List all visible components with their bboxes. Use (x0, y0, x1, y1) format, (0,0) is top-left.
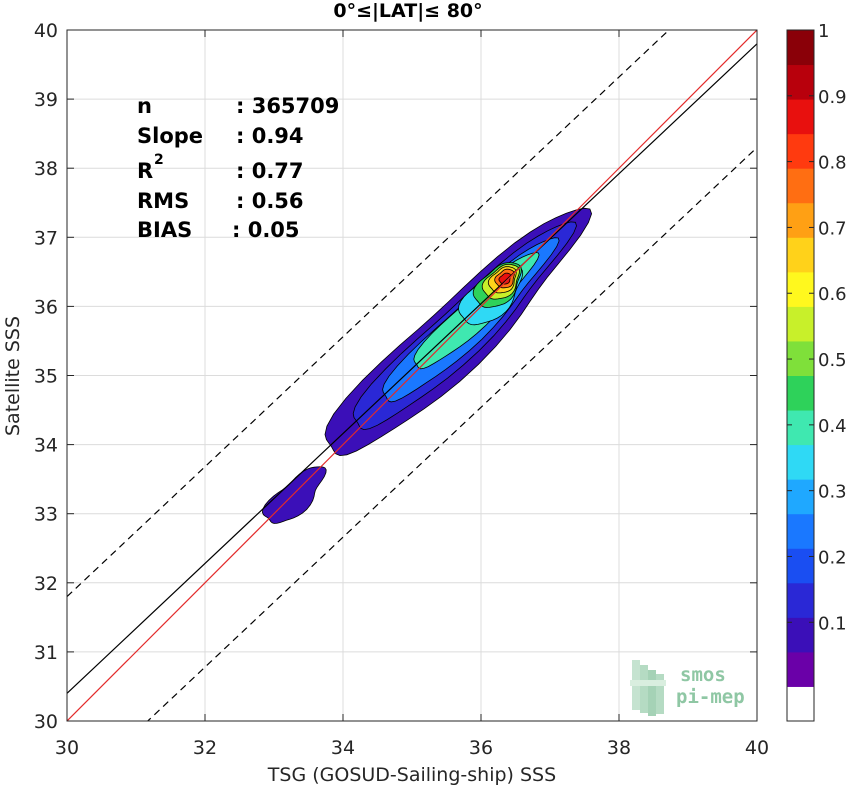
colorbar-segment (787, 237, 814, 273)
x-axis: 30 32 34 36 38 40 (55, 30, 769, 759)
colorbar-segment (787, 168, 814, 204)
colorbar-segment (787, 479, 814, 515)
stat-bias-value: : 0.05 (232, 218, 300, 242)
y-tick-label: 33 (34, 504, 58, 526)
colorbar-segment (787, 686, 814, 722)
y-tick-label: 38 (34, 158, 58, 180)
y-tick-label: 37 (34, 227, 58, 249)
logo-text-pimep: pi-mep (676, 686, 745, 708)
x-axis-label: TSG (GOSUD-Sailing-ship) SSS (267, 764, 556, 786)
y-tick-label: 35 (34, 366, 58, 388)
contour-level (498, 272, 511, 285)
y-tick-label: 40 (34, 20, 58, 42)
y-tick-label: 32 (34, 573, 58, 595)
colorbar-segment (787, 617, 814, 653)
stats-block: n : 365709 Slope : 0.94 R 2 : 0.77 RMS :… (137, 94, 339, 242)
colorbar-segment (787, 410, 814, 446)
x-tick-label: 36 (469, 737, 493, 759)
x-tick-label: 32 (193, 737, 217, 759)
smos-pimep-logo: smos pi-mep (630, 660, 745, 716)
colorbar-segment (787, 548, 814, 584)
y-tick-label: 39 (34, 89, 58, 111)
reference-lines (67, 30, 757, 721)
upper-bound-line (67, 30, 670, 598)
stat-r2-superscript: 2 (154, 152, 164, 168)
colorbar-segment (787, 271, 814, 307)
y-tick-label: 34 (34, 435, 58, 457)
stat-slope-value: : 0.94 (236, 124, 304, 148)
colorbar-segment (787, 306, 814, 342)
colorbar-segment (787, 133, 814, 169)
colorbar-segment (787, 375, 814, 411)
regression-line (67, 43, 757, 694)
stat-bias-label: BIAS (137, 218, 192, 242)
colorbar-segment (787, 651, 814, 687)
stat-rms-label: RMS (137, 189, 189, 213)
y-tick-label: 31 (34, 642, 58, 664)
colorbar-tick-label: 0.6 (818, 284, 847, 305)
colorbar-frame (786, 29, 815, 722)
grid (66, 29, 758, 722)
colorbar-segment (787, 99, 814, 135)
colorbar-segment (787, 64, 814, 100)
colorbar-tick-label: 0.3 (818, 482, 847, 503)
stat-r2-label: R (137, 159, 153, 183)
x-tick-label: 30 (55, 737, 79, 759)
identity-line (67, 30, 757, 721)
stat-r2-value: : 0.77 (236, 159, 304, 183)
colorbar-tick-label: 0.5 (818, 350, 847, 371)
x-tick-label: 40 (745, 737, 769, 759)
colorbar-tick-label: 0.2 (818, 547, 847, 568)
colorbar-segment (787, 513, 814, 549)
x-tick-label: 34 (331, 737, 355, 759)
y-tick-label: 30 (34, 711, 58, 733)
colorbar-tick-label: 0.4 (818, 416, 847, 437)
y-axis: 30 31 32 33 34 35 36 37 38 39 40 (34, 20, 757, 733)
colorbar: 0.1 0.2 0.3 0.4 0.5 0.6 0.7 0.8 0.9 1 (786, 21, 847, 722)
colorbar-segment (787, 582, 814, 618)
colorbar-segment (787, 340, 814, 376)
colorbar-tick-label: 1 (818, 21, 829, 42)
y-axis-label: Satellite SSS (2, 316, 24, 436)
stat-rms-value: : 0.56 (236, 189, 304, 213)
logo-text-smos: smos (680, 664, 726, 686)
colorbar-tick-label: 0.8 (818, 153, 847, 174)
colorbar-segment (787, 444, 814, 480)
colorbar-segment (787, 202, 814, 238)
lower-bound-line (146, 147, 757, 721)
colorbar-segment (787, 30, 814, 66)
colorbar-tick-label: 0.9 (818, 87, 847, 108)
colorbar-tick-label: 0.7 (818, 218, 847, 239)
chart-title: 0°≤|LAT|≤ 80° (333, 0, 482, 22)
stat-n-label: n (137, 94, 152, 118)
stat-n-value: : 365709 (236, 94, 339, 118)
stat-slope-label: Slope (137, 124, 203, 148)
y-tick-label: 36 (34, 296, 58, 318)
colorbar-tick-label: 0.1 (818, 613, 847, 634)
x-tick-label: 38 (607, 737, 631, 759)
